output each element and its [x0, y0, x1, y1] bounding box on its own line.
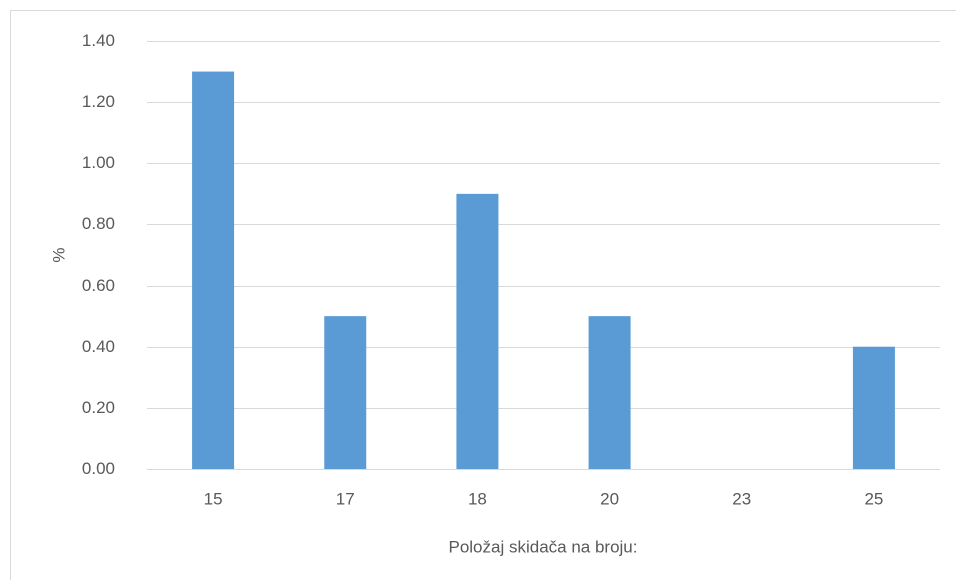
x-tick-label: 18	[468, 489, 487, 508]
y-tick-label: 0.20	[82, 398, 115, 417]
bar	[588, 316, 631, 469]
x-tick-label: 20	[600, 489, 619, 508]
bar	[456, 193, 499, 469]
bar	[192, 71, 235, 470]
chart-border	[10, 10, 956, 580]
y-tick-label: 0.60	[82, 276, 115, 295]
y-tick-label: 1.20	[82, 92, 115, 111]
x-axis-title: Položaj skidača na broju:	[448, 537, 637, 556]
y-tick-label: 0.80	[82, 214, 115, 233]
y-tick-label: 1.00	[82, 153, 115, 172]
y-tick-label: 0.40	[82, 337, 115, 356]
x-tick-label: 23	[732, 489, 751, 508]
x-tick-label: 25	[864, 489, 883, 508]
x-tick-label: 17	[336, 489, 355, 508]
y-tick-label: 0.00	[82, 459, 115, 478]
bar	[324, 316, 367, 469]
bar	[852, 346, 895, 469]
y-axis-title: %	[49, 247, 68, 262]
y-tick-label: 1.40	[82, 31, 115, 50]
x-tick-label: 15	[204, 489, 223, 508]
